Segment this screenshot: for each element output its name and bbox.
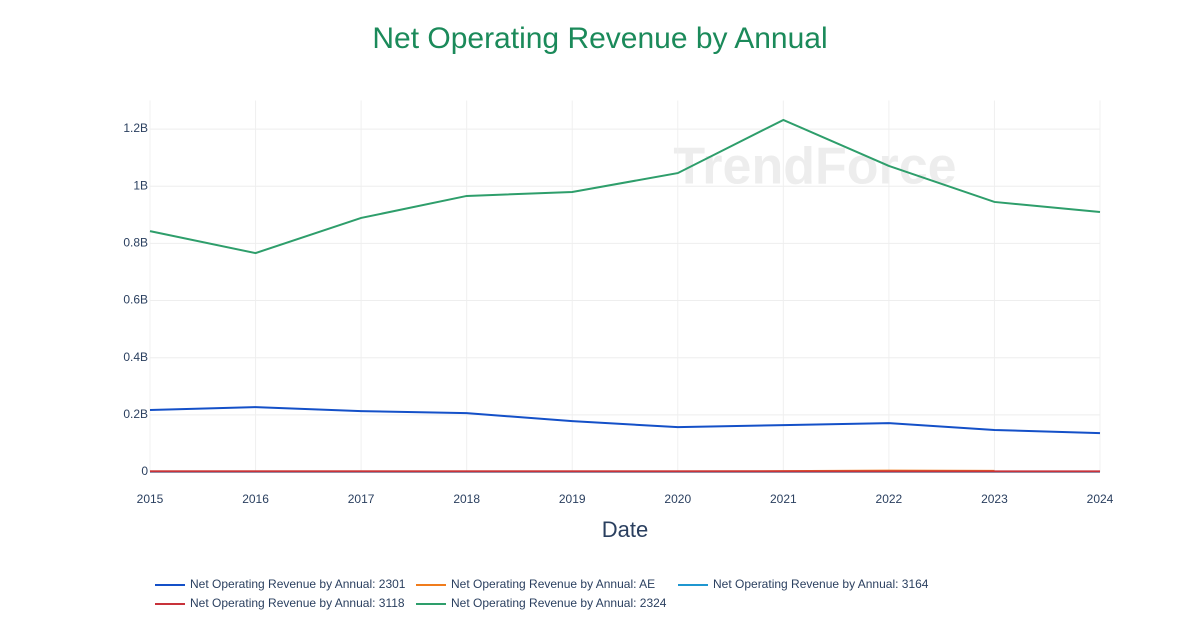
y-tick-label: 0.2B xyxy=(123,407,148,421)
legend-label: Net Operating Revenue by Annual: AE xyxy=(451,577,655,591)
y-tick-label: 1.2B xyxy=(123,121,148,135)
series-line xyxy=(149,406,1101,435)
x-tick-label: 2015 xyxy=(137,492,164,506)
x-tick-label: 2019 xyxy=(559,492,586,506)
y-tick-label: 0.6B xyxy=(123,293,148,307)
legend-label: Net Operating Revenue by Annual: 3118 xyxy=(190,596,405,610)
x-tick-label: 2018 xyxy=(453,492,480,506)
x-tick-label: 2017 xyxy=(348,492,375,506)
x-tick-label: 2023 xyxy=(981,492,1008,506)
x-tick-label: 2016 xyxy=(242,492,269,506)
watermark: TrendForce xyxy=(673,138,956,196)
x-tick-label: 2022 xyxy=(876,492,903,506)
y-tick-label: 0 xyxy=(141,464,148,478)
legend-label: Net Operating Revenue by Annual: 2324 xyxy=(451,596,667,610)
x-tick-label: 2020 xyxy=(664,492,691,506)
x-tick-label: 2024 xyxy=(1087,492,1114,506)
y-tick-label: 1B xyxy=(133,178,148,192)
series-line xyxy=(149,118,1101,255)
x-axis-label: Date xyxy=(602,517,648,542)
y-tick-label: 0.8B xyxy=(123,236,148,250)
legend-label: Net Operating Revenue by Annual: 3164 xyxy=(713,577,929,591)
chart-title: Net Operating Revenue by Annual xyxy=(372,22,827,55)
x-tick-label: 2021 xyxy=(770,492,797,506)
y-tick-label: 0.4B xyxy=(123,350,148,364)
legend-label: Net Operating Revenue by Annual: 2301 xyxy=(190,577,406,591)
